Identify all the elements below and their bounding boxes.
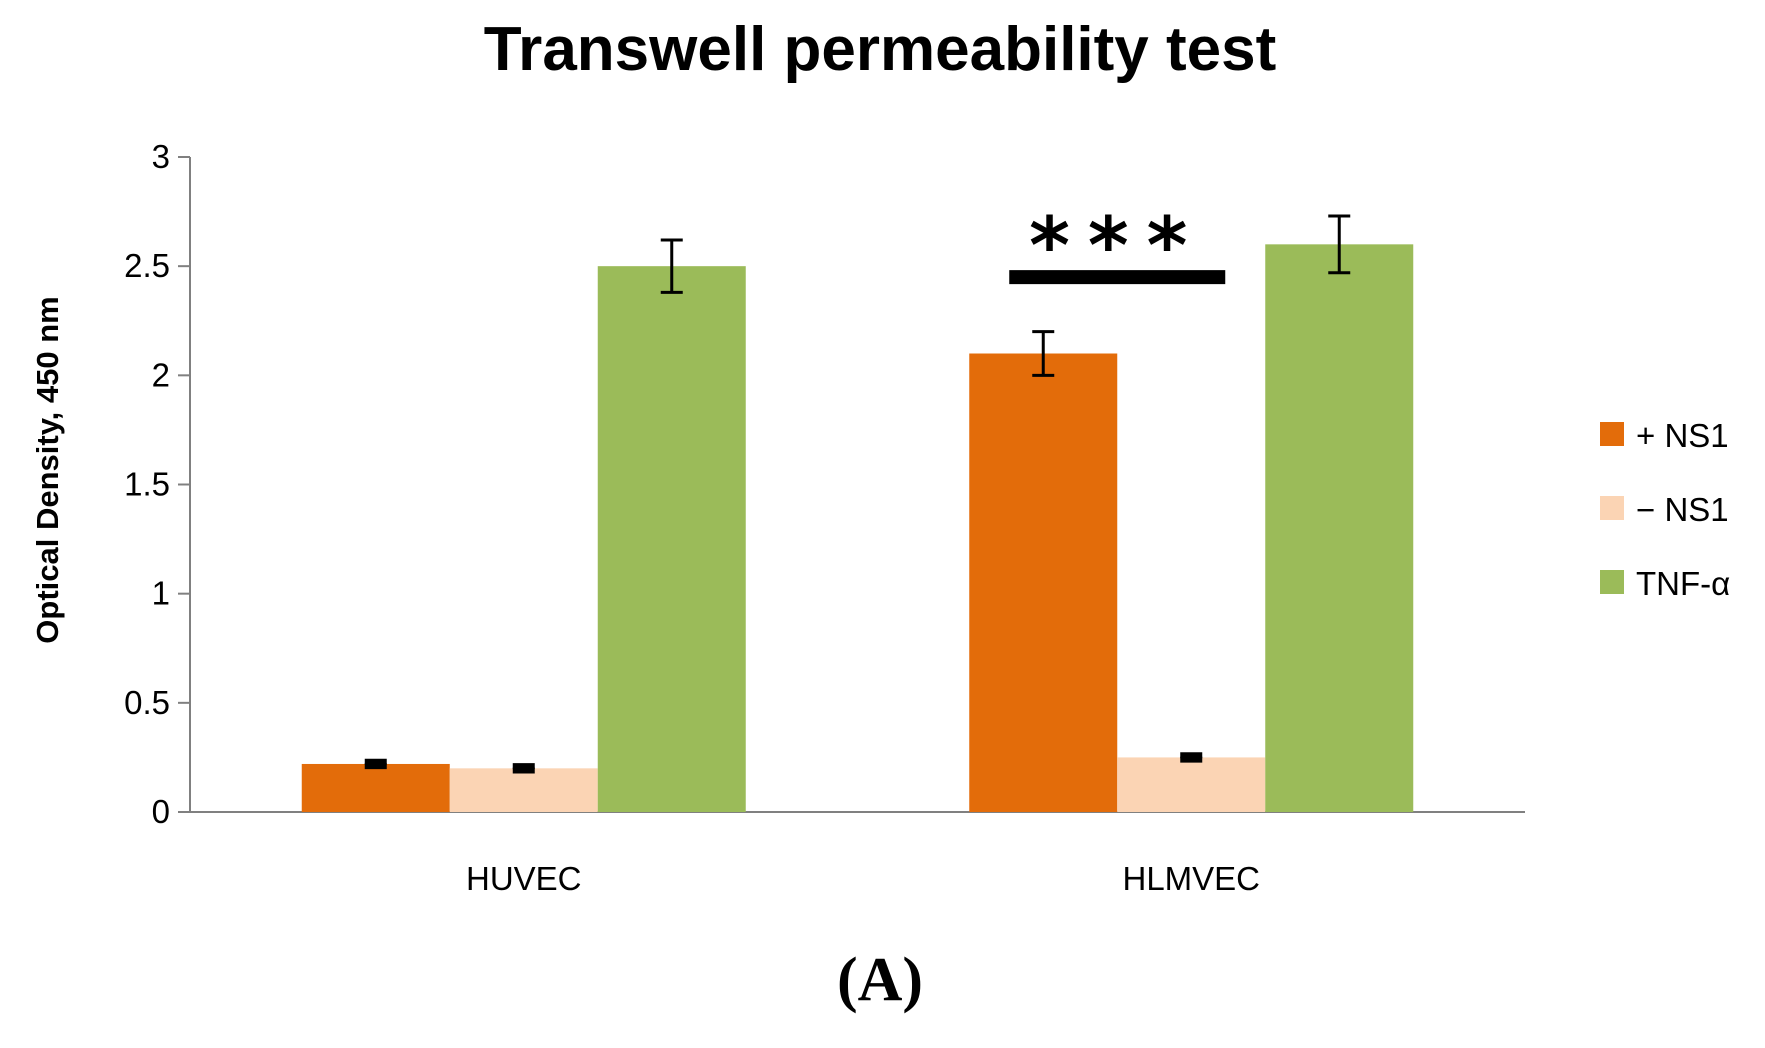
y-tick-label: 2: [152, 356, 170, 393]
bar: [449, 768, 598, 812]
significance-stars: ***: [1029, 202, 1205, 292]
x-tick-label: HLMVEC: [1122, 860, 1260, 897]
y-tick-label: 1.5: [124, 466, 170, 503]
y-tick-label: 3: [152, 138, 170, 175]
y-tick-label: 1: [152, 575, 170, 612]
legend-label: TNF-α: [1636, 565, 1730, 602]
chart-title: Transwell permeability test: [484, 15, 1277, 84]
legend-label: + NS1: [1636, 417, 1729, 454]
y-axis-label: Optical Density, 450 nm: [30, 296, 65, 643]
panel-label: (A): [837, 946, 923, 1014]
bar: [301, 763, 450, 812]
bar: [597, 266, 746, 813]
bar: [1265, 244, 1414, 813]
y-tick-label: 0: [152, 793, 170, 830]
legend-swatch: [1600, 496, 1624, 520]
bar: [969, 353, 1118, 812]
x-tick-label: HUVEC: [466, 860, 582, 897]
legend: + NS1 − NS1 TNF-α: [1600, 417, 1730, 602]
y-tick-label: 2.5: [124, 247, 170, 284]
legend-swatch: [1600, 422, 1624, 446]
legend-swatch: [1600, 570, 1624, 594]
y-tick-label: 0.5: [124, 684, 170, 721]
bar: [1117, 757, 1266, 812]
legend-label: − NS1: [1636, 491, 1729, 528]
plot-area: 0 0.5 1 1.5 2 2.5 3 HUVEC HLMVEC ***: [124, 138, 1525, 897]
